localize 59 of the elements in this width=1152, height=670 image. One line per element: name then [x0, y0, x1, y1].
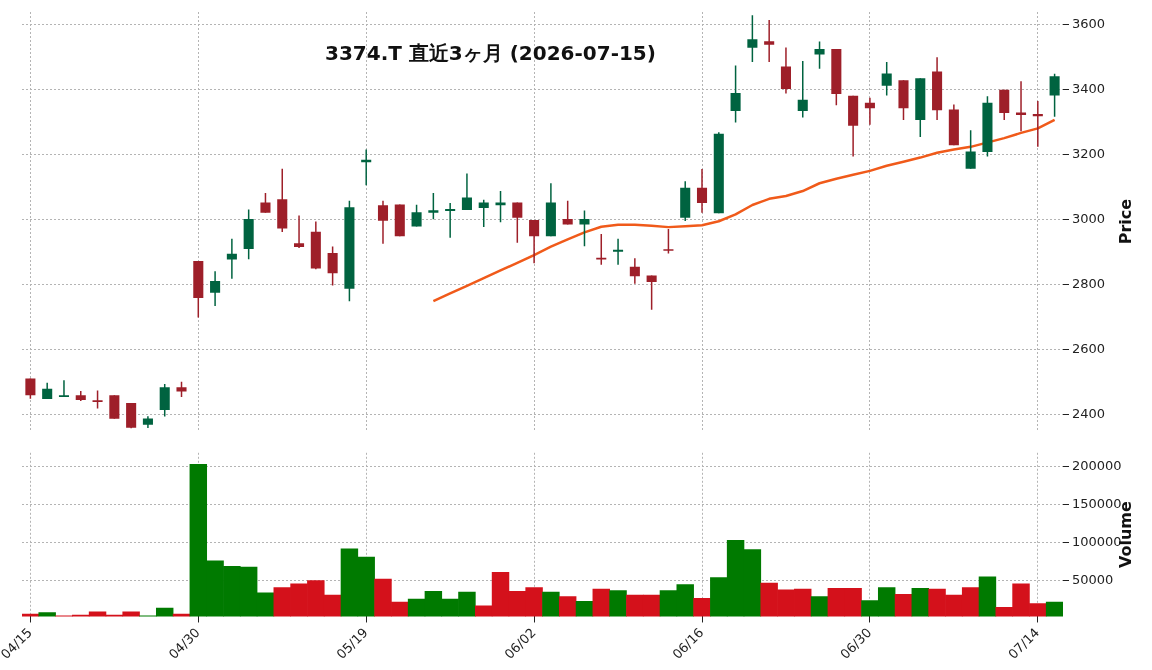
candlestick: [226, 238, 237, 280]
candlestick: [764, 19, 775, 63]
bar: [810, 596, 829, 617]
candlestick: [377, 200, 389, 245]
candlestick: [881, 61, 892, 97]
candlestick: [58, 379, 70, 398]
candlestick: [1049, 72, 1060, 118]
y-tick-label: 2600: [1072, 341, 1106, 357]
bar: [575, 600, 594, 617]
bar: [558, 596, 577, 617]
candlestick: [294, 214, 305, 249]
candlestick: [579, 209, 590, 248]
candlestick: [965, 129, 976, 170]
candlestick: [663, 228, 674, 255]
candlestick: [646, 274, 657, 311]
candlestick: [445, 202, 456, 239]
text: 3374.T 直近3ヶ月 (2026-07-15): [324, 41, 656, 66]
bar: [38, 612, 56, 617]
candlestick: [613, 238, 624, 266]
candlestick: [428, 192, 439, 221]
y-tick-label: 3400: [1072, 81, 1106, 97]
candlestick: [999, 88, 1010, 121]
bar: [609, 590, 627, 617]
y-axis-title: Price: [1116, 198, 1136, 245]
candlestick: [495, 190, 506, 223]
candlestick: [747, 14, 758, 63]
y-tick-label: 50000: [1072, 572, 1114, 588]
candlestick: [478, 199, 489, 228]
candlestick: [730, 64, 741, 124]
y-tick-label: 2400: [1072, 406, 1106, 422]
candlestick: [461, 172, 472, 211]
candlestick: [696, 168, 708, 214]
bar: [1045, 601, 1063, 617]
y-tick-label: 100000: [1072, 534, 1122, 550]
candlestick: [529, 219, 540, 264]
y-tick-label: 200000: [1072, 457, 1122, 473]
candlestick: [159, 383, 170, 418]
y-tick-label: 3000: [1072, 211, 1106, 227]
bar: [542, 591, 560, 617]
y-tick-label: 2800: [1072, 276, 1106, 292]
candlestick: [629, 257, 640, 285]
candlestick: [562, 200, 573, 226]
candlestick: [260, 192, 271, 214]
candlestick: [797, 60, 808, 119]
bar: [894, 594, 913, 617]
candlestick: [109, 394, 120, 420]
bar: [911, 587, 930, 617]
candlestick: [1015, 80, 1027, 133]
candlestick: [596, 233, 607, 266]
candlestick: [327, 245, 338, 287]
bar: [978, 576, 997, 617]
y-tick-label: 150000: [1072, 495, 1122, 511]
bar: [693, 597, 711, 617]
candlestick: [512, 201, 523, 244]
y-tick-label: 3200: [1072, 146, 1106, 162]
candlestick: [780, 46, 791, 95]
candlestick: [814, 40, 825, 70]
y-tick-label: 3600: [1072, 16, 1106, 32]
candlestick: [210, 270, 221, 307]
